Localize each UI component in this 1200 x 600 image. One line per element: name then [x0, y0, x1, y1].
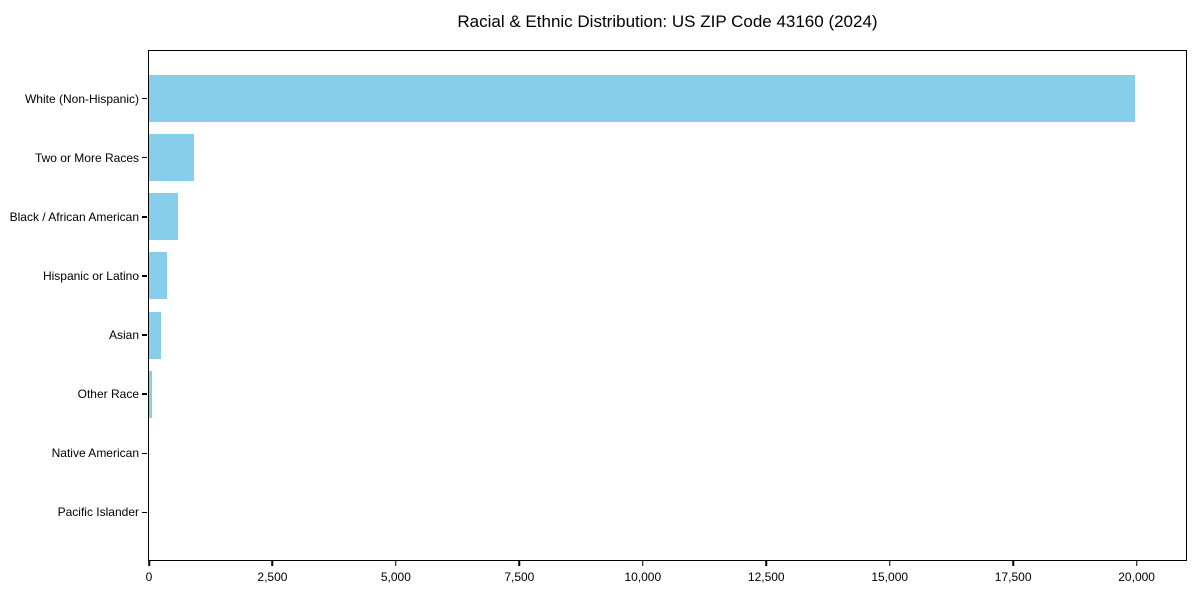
- y-tick-label: Two or More Races: [34, 150, 139, 165]
- bar-row: Other Race: [78, 365, 1186, 424]
- x-tick-label: 10,000: [624, 570, 662, 584]
- x-tick-mark: [765, 561, 767, 566]
- y-tick-label: Other Race: [77, 387, 139, 402]
- bar-row: Hispanic or Latino: [43, 246, 1186, 305]
- y-tick-mark: [142, 275, 147, 277]
- bar-row: Native American: [52, 424, 1186, 483]
- y-tick-mark: [142, 511, 147, 514]
- bar: [149, 252, 168, 300]
- x-tick-mark: [395, 561, 397, 566]
- x-tick-mark: [888, 561, 891, 566]
- y-tick-mark: [142, 97, 147, 100]
- y-tick-mark: [142, 156, 147, 159]
- x-tick-label: 20,000: [1118, 570, 1155, 584]
- bar-rows: White (Non-Hispanic) Two or More Races Bla…: [10, 51, 1186, 560]
- bar-row: Two or More Races: [35, 128, 1186, 187]
- y-tick-label: Asian: [108, 328, 139, 343]
- bar-row: Pacific Islander: [58, 483, 1186, 542]
- x-tick-mark: [1012, 561, 1014, 566]
- x-tick-mark: [1135, 561, 1138, 566]
- x-axis: 0 2,500 5,000 7,500 10,000 12,500 15,000 17,500…: [145, 560, 1186, 590]
- y-tick-mark: [142, 216, 147, 218]
- chart-title: Racial & Ethnic Distribution: US ZIP Cod…: [457, 12, 878, 31]
- x-tick-label: 2,500: [257, 570, 288, 584]
- x-tick-mark: [271, 561, 274, 566]
- y-tick-label: Native American: [51, 446, 139, 461]
- x-tick-label: 17,500: [994, 570, 1032, 584]
- x-tick-label: 12,500: [747, 570, 785, 584]
- y-tick-mark: [142, 393, 147, 395]
- x-tick-label: 15,000: [871, 570, 909, 584]
- bar: [149, 311, 162, 359]
- y-tick-label: White (Non-Hispanic): [24, 91, 139, 106]
- bar-row: Asian: [109, 306, 1186, 365]
- x-tick-mark: [642, 561, 644, 566]
- plot-area: White (Non-Hispanic) Two or More Races Bla…: [10, 50, 1187, 584]
- bar: [149, 370, 152, 418]
- x-tick-label: 0: [145, 570, 153, 584]
- y-tick-label: Hispanic or Latino: [42, 268, 139, 283]
- x-tick-label: 7,500: [504, 570, 535, 584]
- y-tick-label: Pacific Islander: [57, 505, 139, 520]
- bar: [149, 134, 194, 182]
- y-tick-label: Black / African American: [9, 209, 139, 224]
- bar: [149, 75, 1136, 123]
- y-tick-mark: [142, 334, 147, 336]
- x-tick-mark: [148, 561, 150, 566]
- bar-row: White (Non-Hispanic): [25, 69, 1186, 128]
- bar-row: Black / African American: [10, 187, 1186, 246]
- x-tick-mark: [518, 561, 521, 566]
- y-tick-mark: [142, 452, 147, 455]
- x-tick-label: 5,000: [380, 570, 411, 584]
- bar: [149, 193, 178, 241]
